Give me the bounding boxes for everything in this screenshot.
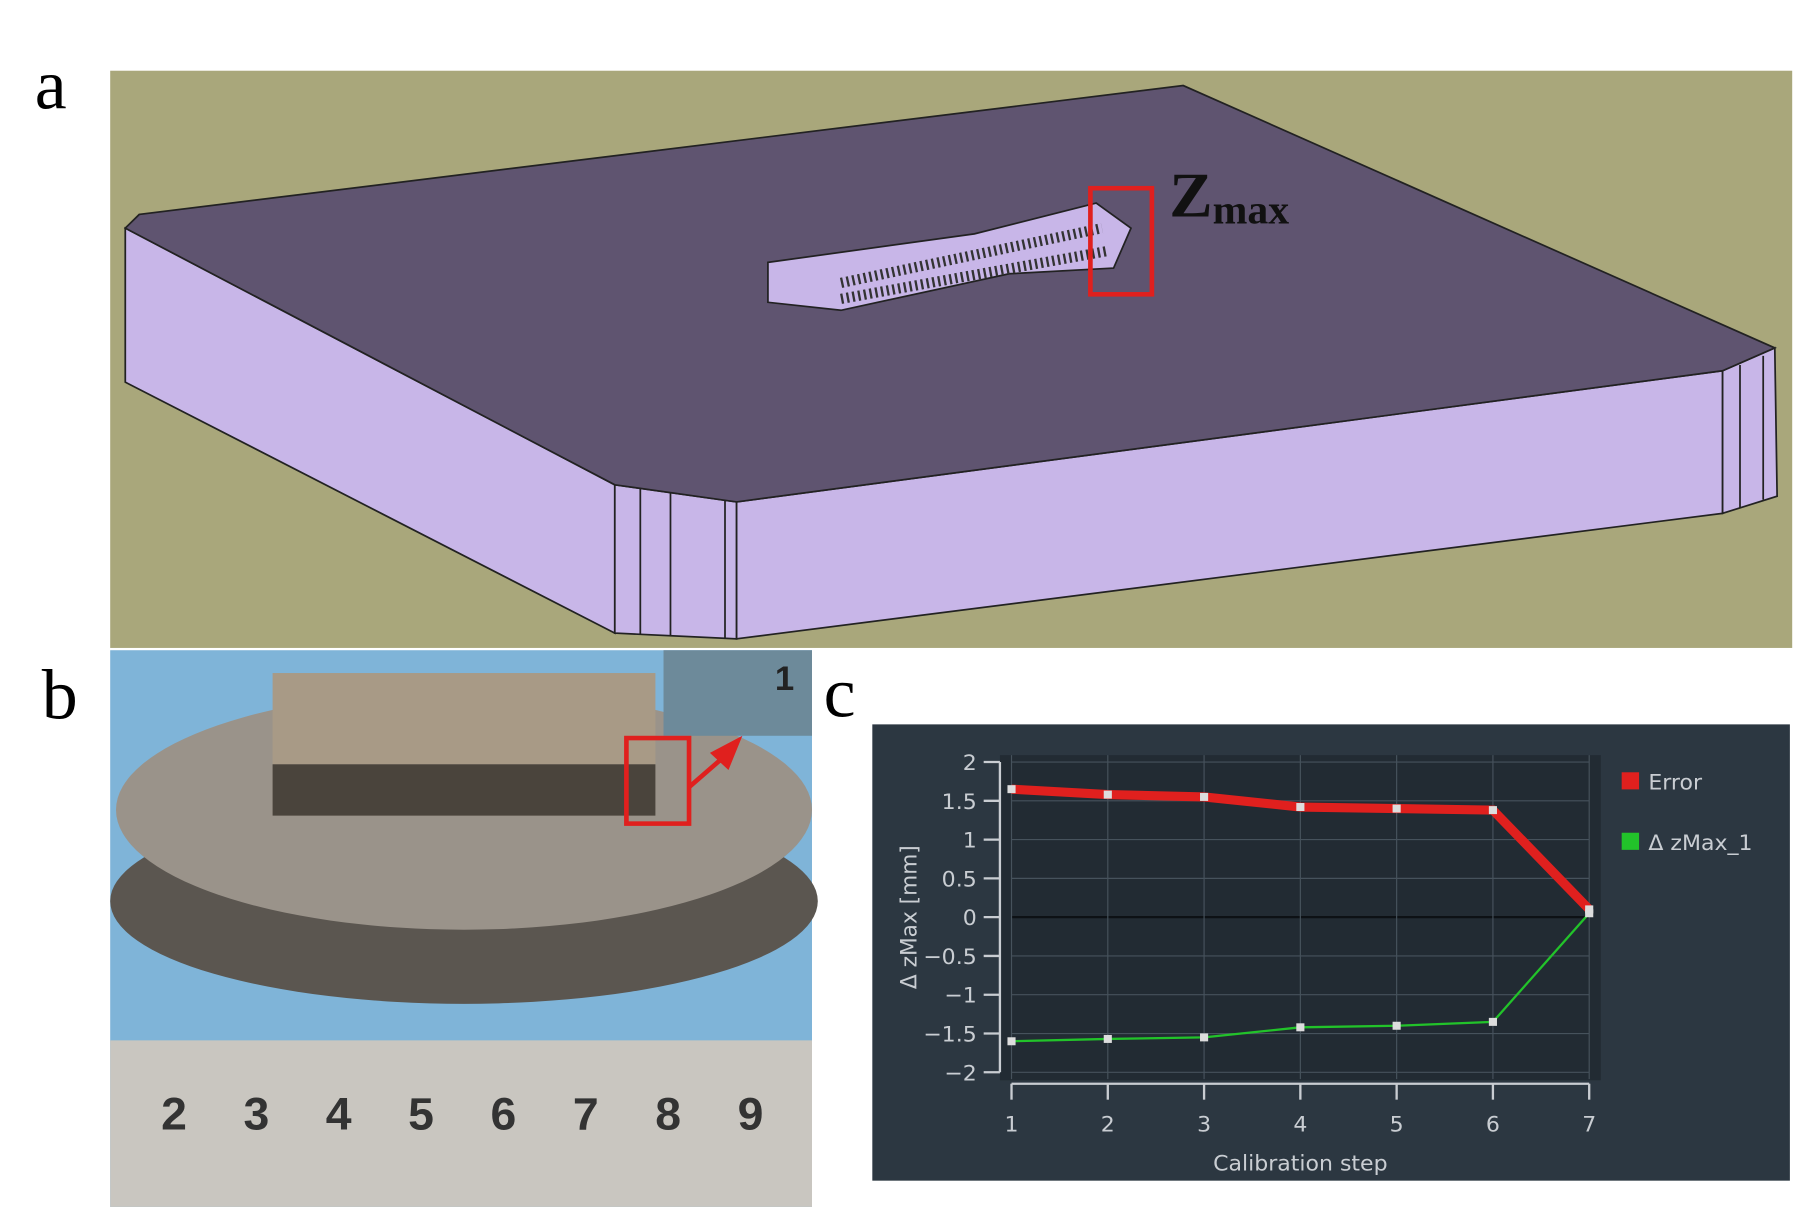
y-tick-label: −2 <box>944 1061 976 1086</box>
x-axis-label: Calibration step <box>1213 1152 1387 1177</box>
sample-front <box>272 764 656 816</box>
plate-top <box>123 84 1777 503</box>
y-tick-label: 2 <box>963 751 977 776</box>
slot-teeth <box>839 223 1109 304</box>
highlight-box <box>624 735 692 826</box>
chart: −2 −1.5 −1 −0.5 0 0.5 1 1.5 2 1 2 3 4 5 6 7 Calibration … <box>897 751 1752 1176</box>
data-point <box>1488 806 1497 815</box>
data-point <box>1392 804 1401 813</box>
data-point <box>1392 1021 1401 1030</box>
data-point <box>1200 1033 1209 1042</box>
plate-front <box>613 483 738 640</box>
y-axis-label: Δ zMax [mm] <box>897 845 922 989</box>
legend-label: Δ zMax_1 <box>1648 831 1752 856</box>
x-tick-label: 5 <box>1390 1113 1404 1138</box>
x-tick-label: 1 <box>1005 1113 1019 1138</box>
ruler-numbers: 2 3 4 5 6 7 8 9 <box>161 1088 763 1140</box>
y-tick-label: 1.5 <box>942 790 977 815</box>
ruler-number: 3 <box>243 1088 269 1140</box>
ruler-number: 2 <box>161 1088 187 1140</box>
plate-model <box>123 84 1778 640</box>
inset <box>663 650 812 736</box>
ruler-number: 9 <box>738 1088 764 1140</box>
legend-swatch <box>1621 832 1640 850</box>
data-point <box>1103 1034 1112 1043</box>
arrow-head <box>709 735 743 770</box>
ruler-number: 4 <box>326 1088 352 1140</box>
y-tick-label: 1 <box>963 829 977 854</box>
x-tick-label: 3 <box>1197 1113 1211 1138</box>
y-tick-label: −1.5 <box>923 1023 976 1048</box>
data-point <box>1200 792 1209 801</box>
x-tick-label: 6 <box>1486 1113 1500 1138</box>
ruler-number: 7 <box>573 1088 599 1140</box>
data-point <box>1103 790 1112 799</box>
y-tick-label: 0.5 <box>942 868 977 893</box>
x-tick-label: 7 <box>1582 1113 1596 1138</box>
sample-top <box>272 673 656 765</box>
data-point <box>1007 1037 1016 1046</box>
panel-label: b <box>42 656 78 734</box>
annotation-sub: max <box>1213 187 1290 233</box>
plate-end <box>1721 346 1778 515</box>
data-point <box>1585 909 1594 918</box>
legend-swatch <box>1621 772 1640 790</box>
panel-label: c <box>824 654 856 732</box>
legend-label: Error <box>1648 771 1702 796</box>
ruler <box>110 1040 812 1207</box>
x-tick-label: 2 <box>1101 1113 1115 1138</box>
data-point <box>1007 785 1016 794</box>
x-tick-label: 4 <box>1293 1113 1307 1138</box>
y-tick-label: −0.5 <box>923 945 976 970</box>
inset-number: 1 <box>775 660 794 698</box>
annotation: Zmax <box>1169 160 1289 232</box>
data-point <box>1296 803 1305 811</box>
panel-label: a <box>35 46 67 124</box>
y-tick-label: 0 <box>963 906 977 931</box>
ruler-number: 8 <box>655 1088 681 1140</box>
data-point <box>1296 1023 1305 1032</box>
data-point <box>1488 1017 1497 1026</box>
highlight-box <box>1088 185 1155 297</box>
y-tick-label: −1 <box>944 984 976 1009</box>
annotation-main: Z <box>1169 160 1212 230</box>
ruler-number: 5 <box>408 1088 434 1140</box>
ruler-number: 6 <box>491 1088 517 1140</box>
